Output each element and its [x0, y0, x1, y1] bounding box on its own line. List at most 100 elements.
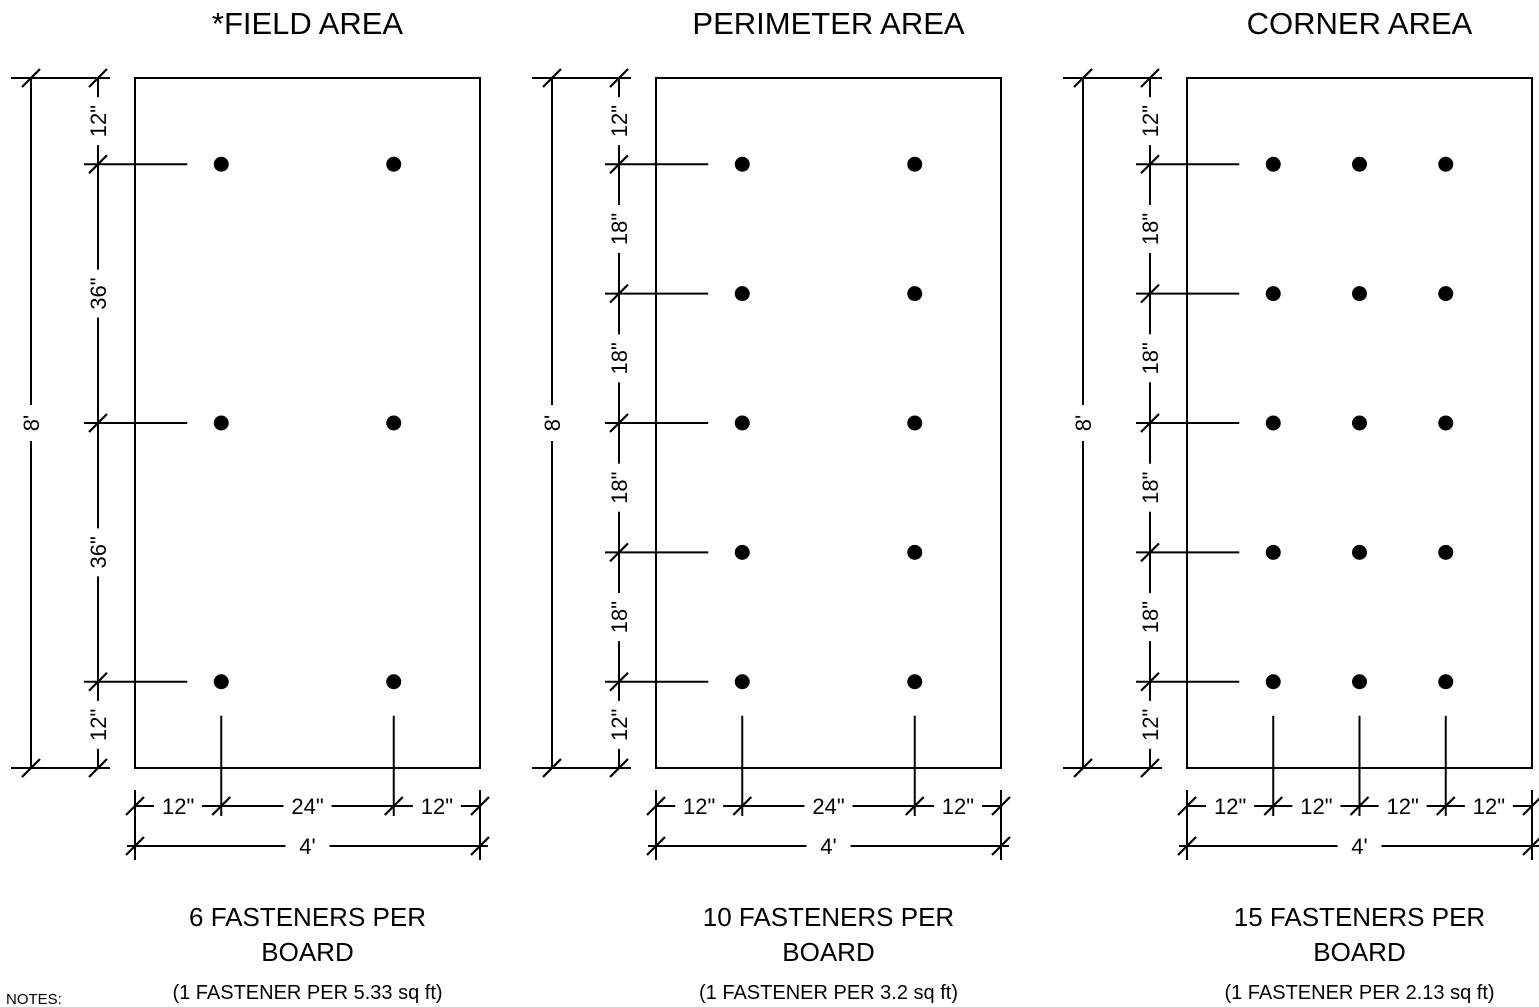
vertical-dimension-label: 36" — [86, 277, 111, 309]
dimension-tick — [646, 836, 666, 856]
dimension-tick — [609, 413, 629, 433]
dimension-tick — [732, 796, 753, 816]
vertical-dimension-label: 36" — [86, 536, 111, 568]
dimension-tick — [470, 836, 490, 856]
board-outline — [134, 77, 481, 769]
total-height-label: 8' — [1071, 415, 1096, 431]
fastener-dot — [907, 286, 923, 302]
fastener-dot — [1265, 415, 1281, 431]
dimension-tick — [1140, 542, 1160, 563]
total-width-label: 4' — [1351, 834, 1367, 859]
fastener-dot — [1265, 674, 1281, 690]
fastener-dot — [1352, 156, 1367, 172]
dimension-tick — [609, 283, 629, 304]
caption-line-1: 6 FASTENERS PER — [189, 902, 426, 932]
fastener-dot — [1438, 544, 1454, 560]
caption-sub: (1 FASTENER PER 3.2 sq ft) — [699, 982, 958, 1004]
fastener-dot — [1352, 286, 1367, 302]
fastener-dot — [1265, 544, 1281, 560]
notes-label: NOTES: — [6, 991, 62, 1007]
fastener-dot — [734, 286, 750, 302]
vertical-dimension-label: 12" — [86, 105, 111, 137]
dimension-tick — [88, 671, 108, 692]
dimension-tick — [1073, 68, 1093, 88]
horizontal-dimension-label: 12" — [421, 794, 453, 819]
dimension-tick — [1435, 796, 1456, 816]
vertical-dimension-label: 12" — [607, 709, 632, 741]
dimension-tick — [542, 758, 562, 778]
vertical-dimension-label: 18" — [1138, 342, 1163, 374]
dimension-tick — [1140, 154, 1160, 175]
caption-line-2: BOARD — [782, 937, 874, 967]
dimension-tick — [904, 796, 925, 816]
fastener-dot — [907, 544, 923, 560]
fastener-dot — [1438, 415, 1454, 431]
dimension-tick — [1349, 796, 1370, 816]
horizontal-dimension-label: 12" — [162, 794, 194, 819]
vertical-dimension-label: 18" — [1138, 213, 1163, 245]
total-height-label: 8' — [540, 415, 565, 431]
fastener-dot — [734, 415, 750, 431]
fastener-dot — [386, 415, 402, 431]
dimension-tick — [88, 154, 108, 175]
panel-3: CORNER AREA 8' 12" 18" 18" 18" 18" 12" 12" 12" 12"… — [1063, 6, 1539, 1004]
dimension-tick — [1522, 837, 1539, 856]
fastener-dot — [1265, 286, 1281, 302]
horizontal-dimension-label: 12" — [1300, 794, 1332, 819]
horizontal-dimension-label: 24" — [812, 794, 844, 819]
panel-title: CORNER AREA — [1247, 6, 1473, 41]
dimension-tick — [1177, 836, 1197, 856]
dimension-tick — [1263, 796, 1284, 816]
panel-2: PERIMETER AREA 8' 12" 18" 18" 18" 18" 12" 12" 24"… — [532, 6, 1011, 1004]
dimension-tick — [21, 758, 41, 778]
vertical-dimension-label: 12" — [1138, 709, 1163, 741]
fastener-dot — [1352, 544, 1367, 560]
horizontal-dimension-label: 12" — [1214, 794, 1246, 819]
fastener-dot — [386, 674, 402, 690]
fastener-dot — [213, 415, 229, 431]
fastener-dot — [907, 156, 923, 172]
vertical-dimension-label: 18" — [607, 601, 632, 633]
dimension-tick — [542, 68, 562, 88]
panel-1: *FIELD AREA 8' 12" 36" 36" 12" 12" 24" 12" 4' 6 FA… — [11, 6, 490, 1004]
fastener-dot — [1265, 156, 1281, 172]
vertical-dimension-label: 18" — [1138, 472, 1163, 504]
fastener-dot — [734, 156, 750, 172]
caption-line-2: BOARD — [261, 937, 353, 967]
fastener-dot — [734, 544, 750, 560]
fastener-dot — [386, 156, 402, 172]
fastener-dot — [1438, 286, 1454, 302]
fastener-dot — [213, 674, 229, 690]
caption-sub: (1 FASTENER PER 2.13 sq ft) — [1224, 982, 1494, 1004]
dimension-tick — [21, 68, 41, 88]
vertical-dimension-label: 18" — [607, 213, 632, 245]
dimension-tick — [609, 542, 629, 563]
dimension-tick — [88, 413, 108, 433]
dimension-tick — [1140, 413, 1160, 433]
dimension-tick — [609, 671, 629, 692]
vertical-dimension-label: 12" — [86, 709, 111, 741]
dimension-tick — [125, 836, 145, 856]
horizontal-dimension-label: 24" — [291, 794, 323, 819]
fastener-dot — [1438, 674, 1454, 690]
vertical-dimension-label: 18" — [607, 472, 632, 504]
vertical-dimension-label: 18" — [607, 342, 632, 374]
fastener-dot — [734, 674, 750, 690]
panel-title: PERIMETER AREA — [692, 6, 964, 41]
total-width-label: 4' — [820, 834, 836, 859]
fastener-dot — [1352, 415, 1367, 431]
vertical-dimension-label: 18" — [1138, 601, 1163, 633]
board-outline — [655, 77, 1002, 769]
dimension-tick — [1140, 671, 1160, 692]
fastener-dot — [213, 156, 229, 172]
fastener-dot — [907, 674, 923, 690]
horizontal-dimension-label: 12" — [683, 794, 715, 819]
dimension-tick — [991, 836, 1011, 856]
fastener-dot — [907, 415, 923, 431]
total-width-label: 4' — [299, 834, 315, 859]
fastener-dot — [1352, 674, 1367, 690]
dimension-tick — [609, 154, 629, 175]
fastener-dot — [1438, 156, 1454, 172]
panel-title: *FIELD AREA — [212, 6, 404, 41]
